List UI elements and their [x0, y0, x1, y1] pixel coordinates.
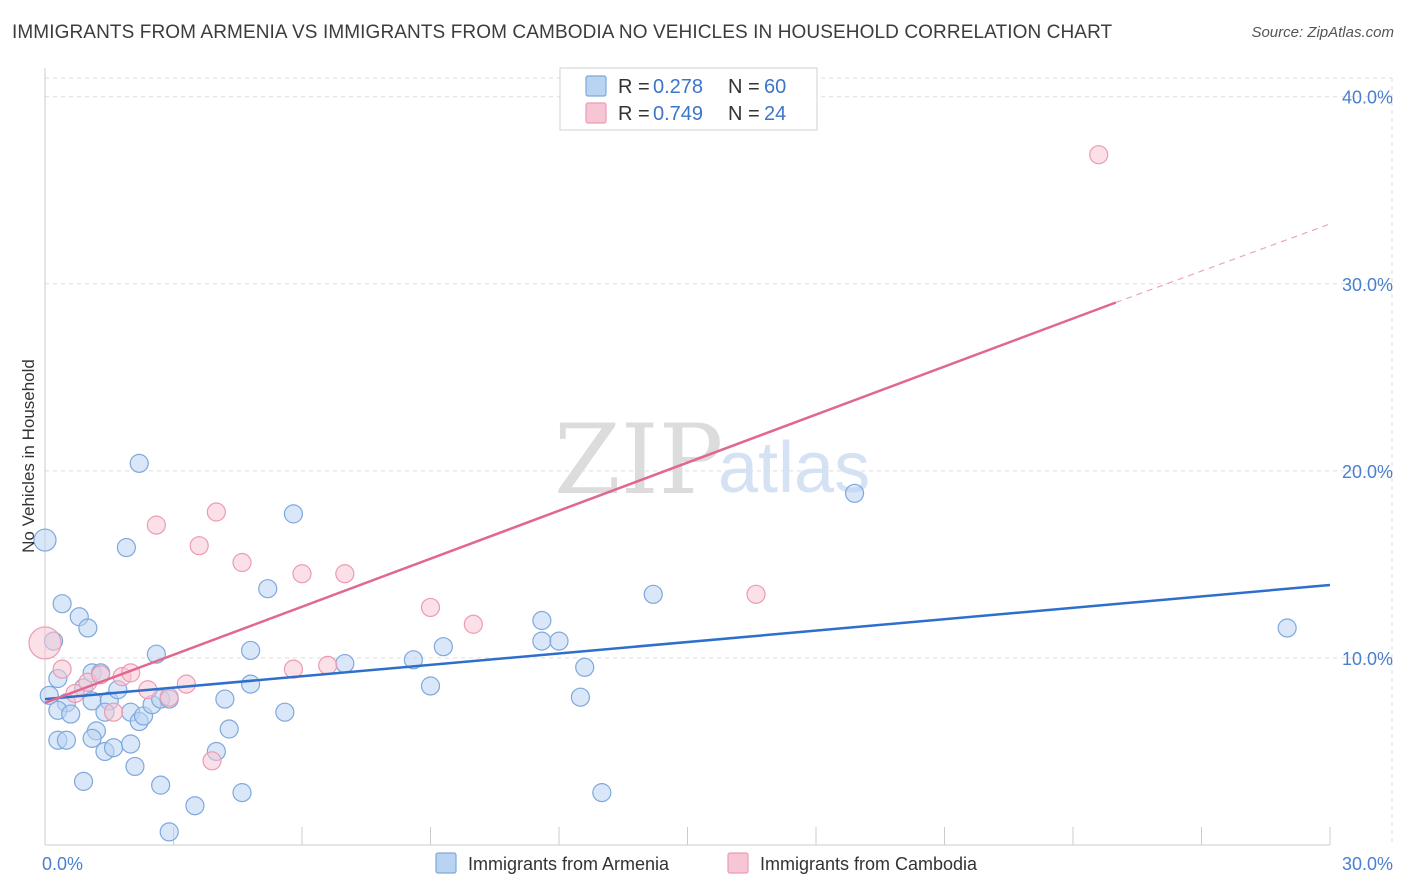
legend-cambodia-r-value: 0.749	[653, 103, 703, 125]
armenia-point-43	[275, 702, 295, 722]
cambodia-point-10	[159, 687, 179, 707]
bottom-legend-cambodia-swatch	[727, 852, 749, 874]
armenia-point-0	[33, 528, 57, 552]
x-tick-label-1: 30.0%	[1342, 854, 1393, 874]
legend-armenia-swatch	[585, 75, 607, 97]
armenia-point-34	[159, 822, 179, 842]
armenia-point-55	[643, 584, 663, 604]
armenia-point-54	[592, 783, 612, 803]
cambodia-point-14	[206, 502, 226, 522]
cambodia-point-20	[420, 597, 441, 618]
armenia-point-7	[61, 704, 81, 724]
armenia-point-26	[125, 756, 145, 777]
legend-cambodia-n-value: 24	[764, 103, 786, 125]
x-tick-labels: 0.0% 30.0%	[42, 854, 1393, 874]
legend-armenia-n-label: N =	[728, 76, 760, 98]
armenia-point-52	[570, 687, 591, 707]
armenia-point-35	[185, 796, 205, 816]
trend-lines	[44, 223, 1331, 704]
cambodia-point-22	[746, 584, 766, 604]
armenia-point-33	[151, 775, 171, 795]
bottom-legend-armenia-swatch	[435, 852, 457, 874]
legend-armenia-r-label: R =	[618, 76, 650, 98]
x-tick-label-0: 0.0%	[42, 854, 83, 874]
armenia-point-4	[52, 594, 72, 614]
armenia-point-23	[116, 537, 136, 558]
legend-armenia-r-value: 0.278	[653, 76, 703, 98]
armenia-point-16	[82, 728, 102, 748]
axes	[44, 68, 1331, 846]
cambodia-point-21	[463, 614, 483, 634]
armenia-point-49	[532, 610, 552, 631]
cambodia-point-5	[103, 702, 124, 722]
armenia-point-51	[549, 631, 569, 651]
cambodia-point-18	[318, 655, 338, 676]
armenia-point-40	[241, 640, 261, 661]
legend-armenia-n-value: 60	[764, 76, 786, 98]
legend-cambodia-n-label: N =	[728, 103, 760, 125]
cambodia-point-11	[176, 674, 196, 694]
armenia-point-47	[420, 676, 441, 696]
bottom-legend-cambodia-label: Immigrants from Cambodia	[760, 854, 978, 874]
armenia-point-45	[335, 653, 355, 674]
armenia-point-48	[433, 637, 453, 657]
armenia-point-41	[241, 674, 261, 694]
armenia-point-37	[215, 689, 235, 709]
cambodia-point-17	[292, 564, 312, 584]
armenia-point-25	[121, 734, 141, 754]
cambodia-trend-extension	[1115, 223, 1331, 304]
armenia-point-27	[129, 453, 149, 473]
y-tick-label-0: 10.0%	[1342, 649, 1393, 669]
cambodia-point-9	[146, 515, 166, 535]
cambodia-point-0	[28, 626, 62, 660]
y-tick-label-3: 40.0%	[1342, 88, 1393, 108]
source-label: Source: ZipAtlas.com	[1251, 24, 1394, 41]
cambodia-trend-line	[44, 301, 1117, 704]
armenia-point-57	[1277, 618, 1297, 638]
armenia-point-42	[258, 579, 278, 599]
legend-cambodia-swatch	[585, 102, 607, 124]
armenia-point-11	[78, 618, 98, 638]
y-tick-label-2: 30.0%	[1342, 275, 1393, 295]
bottom-legend-armenia-label: Immigrants from Armenia	[468, 854, 670, 874]
bottom-legend: Immigrants from Armenia Immigrants from …	[435, 852, 978, 874]
cambodia-point-1	[52, 659, 72, 679]
armenia-point-39	[232, 783, 252, 803]
armenia-point-56	[844, 483, 865, 503]
y-axis-label: No Vehicles in Household	[19, 359, 38, 553]
cambodia-point-13	[202, 751, 222, 771]
cambodia-point-19	[335, 564, 355, 584]
chart-title: IMMIGRANTS FROM ARMENIA VS IMMIGRANTS FR…	[12, 22, 1113, 43]
armenia-point-46	[403, 650, 423, 670]
legend-cambodia-r-label: R =	[618, 103, 650, 125]
cambodia-point-23	[1089, 145, 1109, 165]
cambodia-point-12	[189, 536, 209, 556]
armenia-point-21	[103, 738, 124, 758]
y-tick-label-1: 20.0%	[1342, 462, 1393, 482]
armenia-trend-line	[44, 583, 1331, 701]
top-legend: R = 0.278 N = 60 R = 0.749 N = 24	[559, 67, 818, 131]
armenia-point-50	[532, 631, 552, 651]
armenia-point-53	[575, 657, 595, 677]
armenia-point-38	[219, 719, 239, 739]
armenia-point-44	[283, 504, 304, 524]
armenia-point-9	[56, 730, 77, 750]
armenia-point-17	[73, 771, 94, 791]
watermark: ZIP atlas	[554, 404, 870, 516]
y-tick-labels: 10.0% 20.0% 30.0% 40.0%	[1342, 88, 1393, 669]
cambodia-point-15	[232, 552, 252, 573]
